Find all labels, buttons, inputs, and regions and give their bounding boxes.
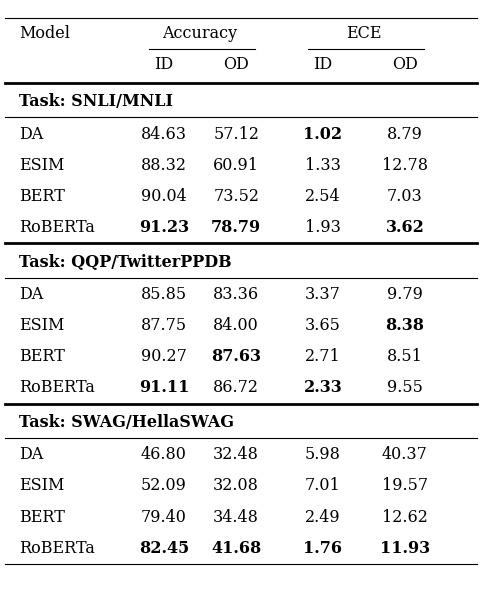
- Text: Model: Model: [19, 25, 70, 42]
- Text: 60.91: 60.91: [213, 157, 259, 174]
- Text: ECE: ECE: [346, 25, 382, 42]
- Text: 2.33: 2.33: [304, 380, 342, 396]
- Text: Task: QQP/TwitterPPDB: Task: QQP/TwitterPPDB: [19, 254, 232, 270]
- Text: 83.36: 83.36: [213, 286, 259, 303]
- Text: 2.49: 2.49: [305, 508, 341, 526]
- Text: 87.75: 87.75: [141, 318, 187, 334]
- Text: Task: SNLI/MNLI: Task: SNLI/MNLI: [19, 93, 174, 111]
- Text: 19.57: 19.57: [382, 477, 428, 495]
- Text: 78.79: 78.79: [211, 219, 261, 236]
- Text: RoBERTa: RoBERTa: [19, 380, 95, 396]
- Text: 88.32: 88.32: [141, 157, 187, 174]
- Text: BERT: BERT: [19, 188, 65, 205]
- Text: 1.93: 1.93: [305, 219, 341, 236]
- Text: OD: OD: [223, 56, 249, 73]
- Text: 40.37: 40.37: [382, 446, 428, 463]
- Text: 90.27: 90.27: [141, 349, 187, 365]
- Text: BERT: BERT: [19, 349, 65, 365]
- Text: DA: DA: [19, 446, 43, 463]
- Text: 32.08: 32.08: [213, 477, 259, 495]
- Text: 82.45: 82.45: [139, 539, 189, 557]
- Text: Task: SWAG/HellaSWAG: Task: SWAG/HellaSWAG: [19, 414, 234, 431]
- Text: 11.93: 11.93: [380, 539, 430, 557]
- Text: 12.78: 12.78: [382, 157, 428, 174]
- Text: ID: ID: [154, 56, 174, 73]
- Text: 79.40: 79.40: [141, 508, 187, 526]
- Text: 3.65: 3.65: [305, 318, 341, 334]
- Text: OD: OD: [392, 56, 418, 73]
- Text: 52.09: 52.09: [141, 477, 187, 495]
- Text: 9.79: 9.79: [387, 286, 423, 303]
- Text: 1.76: 1.76: [304, 539, 342, 557]
- Text: RoBERTa: RoBERTa: [19, 539, 95, 557]
- Text: 91.23: 91.23: [139, 219, 189, 236]
- Text: 46.80: 46.80: [141, 446, 187, 463]
- Text: 57.12: 57.12: [213, 126, 259, 143]
- Text: DA: DA: [19, 286, 43, 303]
- Text: 1.02: 1.02: [303, 126, 343, 143]
- Text: RoBERTa: RoBERTa: [19, 219, 95, 236]
- Text: 84.63: 84.63: [141, 126, 187, 143]
- Text: 85.85: 85.85: [141, 286, 187, 303]
- Text: 8.79: 8.79: [387, 126, 423, 143]
- Text: 90.04: 90.04: [141, 188, 187, 205]
- Text: BERT: BERT: [19, 508, 65, 526]
- Text: 2.54: 2.54: [305, 188, 341, 205]
- Text: 5.98: 5.98: [305, 446, 341, 463]
- Text: 86.72: 86.72: [213, 380, 259, 396]
- Text: ID: ID: [313, 56, 333, 73]
- Text: Accuracy: Accuracy: [162, 25, 238, 42]
- Text: 34.48: 34.48: [213, 508, 259, 526]
- Text: 1.33: 1.33: [305, 157, 341, 174]
- Text: 8.38: 8.38: [386, 318, 424, 334]
- Text: ESIM: ESIM: [19, 477, 65, 495]
- Text: 2.71: 2.71: [305, 349, 341, 365]
- Text: 41.68: 41.68: [211, 539, 261, 557]
- Text: 73.52: 73.52: [213, 188, 259, 205]
- Text: ESIM: ESIM: [19, 318, 65, 334]
- Text: 3.37: 3.37: [305, 286, 341, 303]
- Text: DA: DA: [19, 126, 43, 143]
- Text: 9.55: 9.55: [387, 380, 423, 396]
- Text: 91.11: 91.11: [139, 380, 189, 396]
- Text: 84.00: 84.00: [214, 318, 259, 334]
- Text: 87.63: 87.63: [211, 349, 261, 365]
- Text: 3.62: 3.62: [386, 219, 424, 236]
- Text: 8.51: 8.51: [387, 349, 423, 365]
- Text: 7.01: 7.01: [305, 477, 341, 495]
- Text: ESIM: ESIM: [19, 157, 65, 174]
- Text: 12.62: 12.62: [382, 508, 428, 526]
- Text: 7.03: 7.03: [387, 188, 423, 205]
- Text: 32.48: 32.48: [213, 446, 259, 463]
